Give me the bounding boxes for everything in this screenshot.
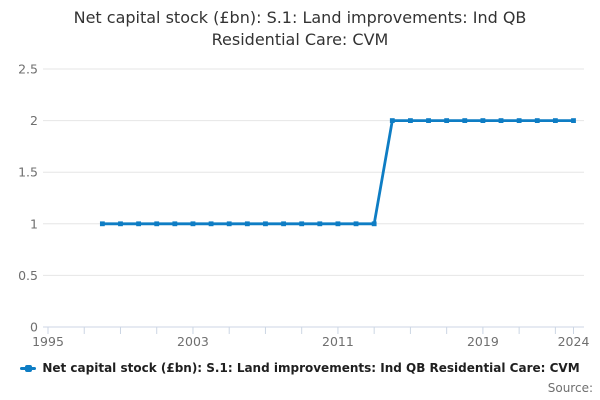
data-point-marker[interactable] <box>99 221 105 227</box>
data-point-marker[interactable] <box>389 118 395 123</box>
legend-line-marker-icon <box>20 364 37 372</box>
data-point-marker[interactable] <box>516 118 522 123</box>
y-tick-label: 2.5 <box>18 62 38 77</box>
data-point-marker[interactable] <box>462 118 468 123</box>
x-tick-label: 2024 <box>558 334 590 349</box>
data-point-marker[interactable] <box>263 221 268 227</box>
data-point-marker[interactable] <box>444 118 450 123</box>
x-tick-label: 2011 <box>322 334 354 349</box>
data-point-marker[interactable] <box>118 221 123 227</box>
data-point-marker[interactable] <box>534 118 540 123</box>
y-tick-label: 1.5 <box>18 165 38 180</box>
y-tick-label: 2 <box>30 113 38 128</box>
data-point-marker[interactable] <box>552 118 558 123</box>
data-point-marker[interactable] <box>335 221 341 227</box>
x-tick-label: 2003 <box>177 334 209 349</box>
data-point-marker[interactable] <box>498 118 504 123</box>
data-point-marker[interactable] <box>426 118 431 123</box>
data-point-marker[interactable] <box>353 221 359 227</box>
y-tick-label: 0 <box>30 320 38 335</box>
data-point-marker[interactable] <box>190 221 196 227</box>
data-point-marker[interactable] <box>480 118 486 123</box>
data-point-marker[interactable] <box>136 221 142 227</box>
data-point-marker[interactable] <box>172 221 178 227</box>
data-point-marker[interactable] <box>371 221 377 227</box>
data-point-marker[interactable] <box>154 221 160 227</box>
data-point-marker[interactable] <box>408 118 413 123</box>
y-tick-label: 0.5 <box>18 268 38 283</box>
legend[interactable]: Net capital stock (£bn): S.1: Land impro… <box>0 361 600 375</box>
data-point-marker[interactable] <box>208 221 214 227</box>
y-tick-label: 1 <box>30 216 38 231</box>
source-label: Source: <box>547 381 593 395</box>
data-point-marker[interactable] <box>299 221 305 227</box>
x-tick-label: 1995 <box>32 334 64 349</box>
chart-title: Net capital stock (£bn): S.1: Land impro… <box>73 8 527 49</box>
line-chart: 1995 2003 2011 2019 2024 0 0.5 1 1.5 2 2.5 <box>18 62 590 350</box>
data-point-marker[interactable] <box>571 118 576 123</box>
legend-label: Net capital stock (£bn): S.1: Land impro… <box>42 361 580 375</box>
data-point-marker[interactable] <box>226 221 232 227</box>
data-point-marker[interactable] <box>281 221 286 227</box>
x-tick-label: 2019 <box>467 334 499 349</box>
data-point-marker[interactable] <box>317 221 323 227</box>
data-point-marker[interactable] <box>244 221 250 227</box>
